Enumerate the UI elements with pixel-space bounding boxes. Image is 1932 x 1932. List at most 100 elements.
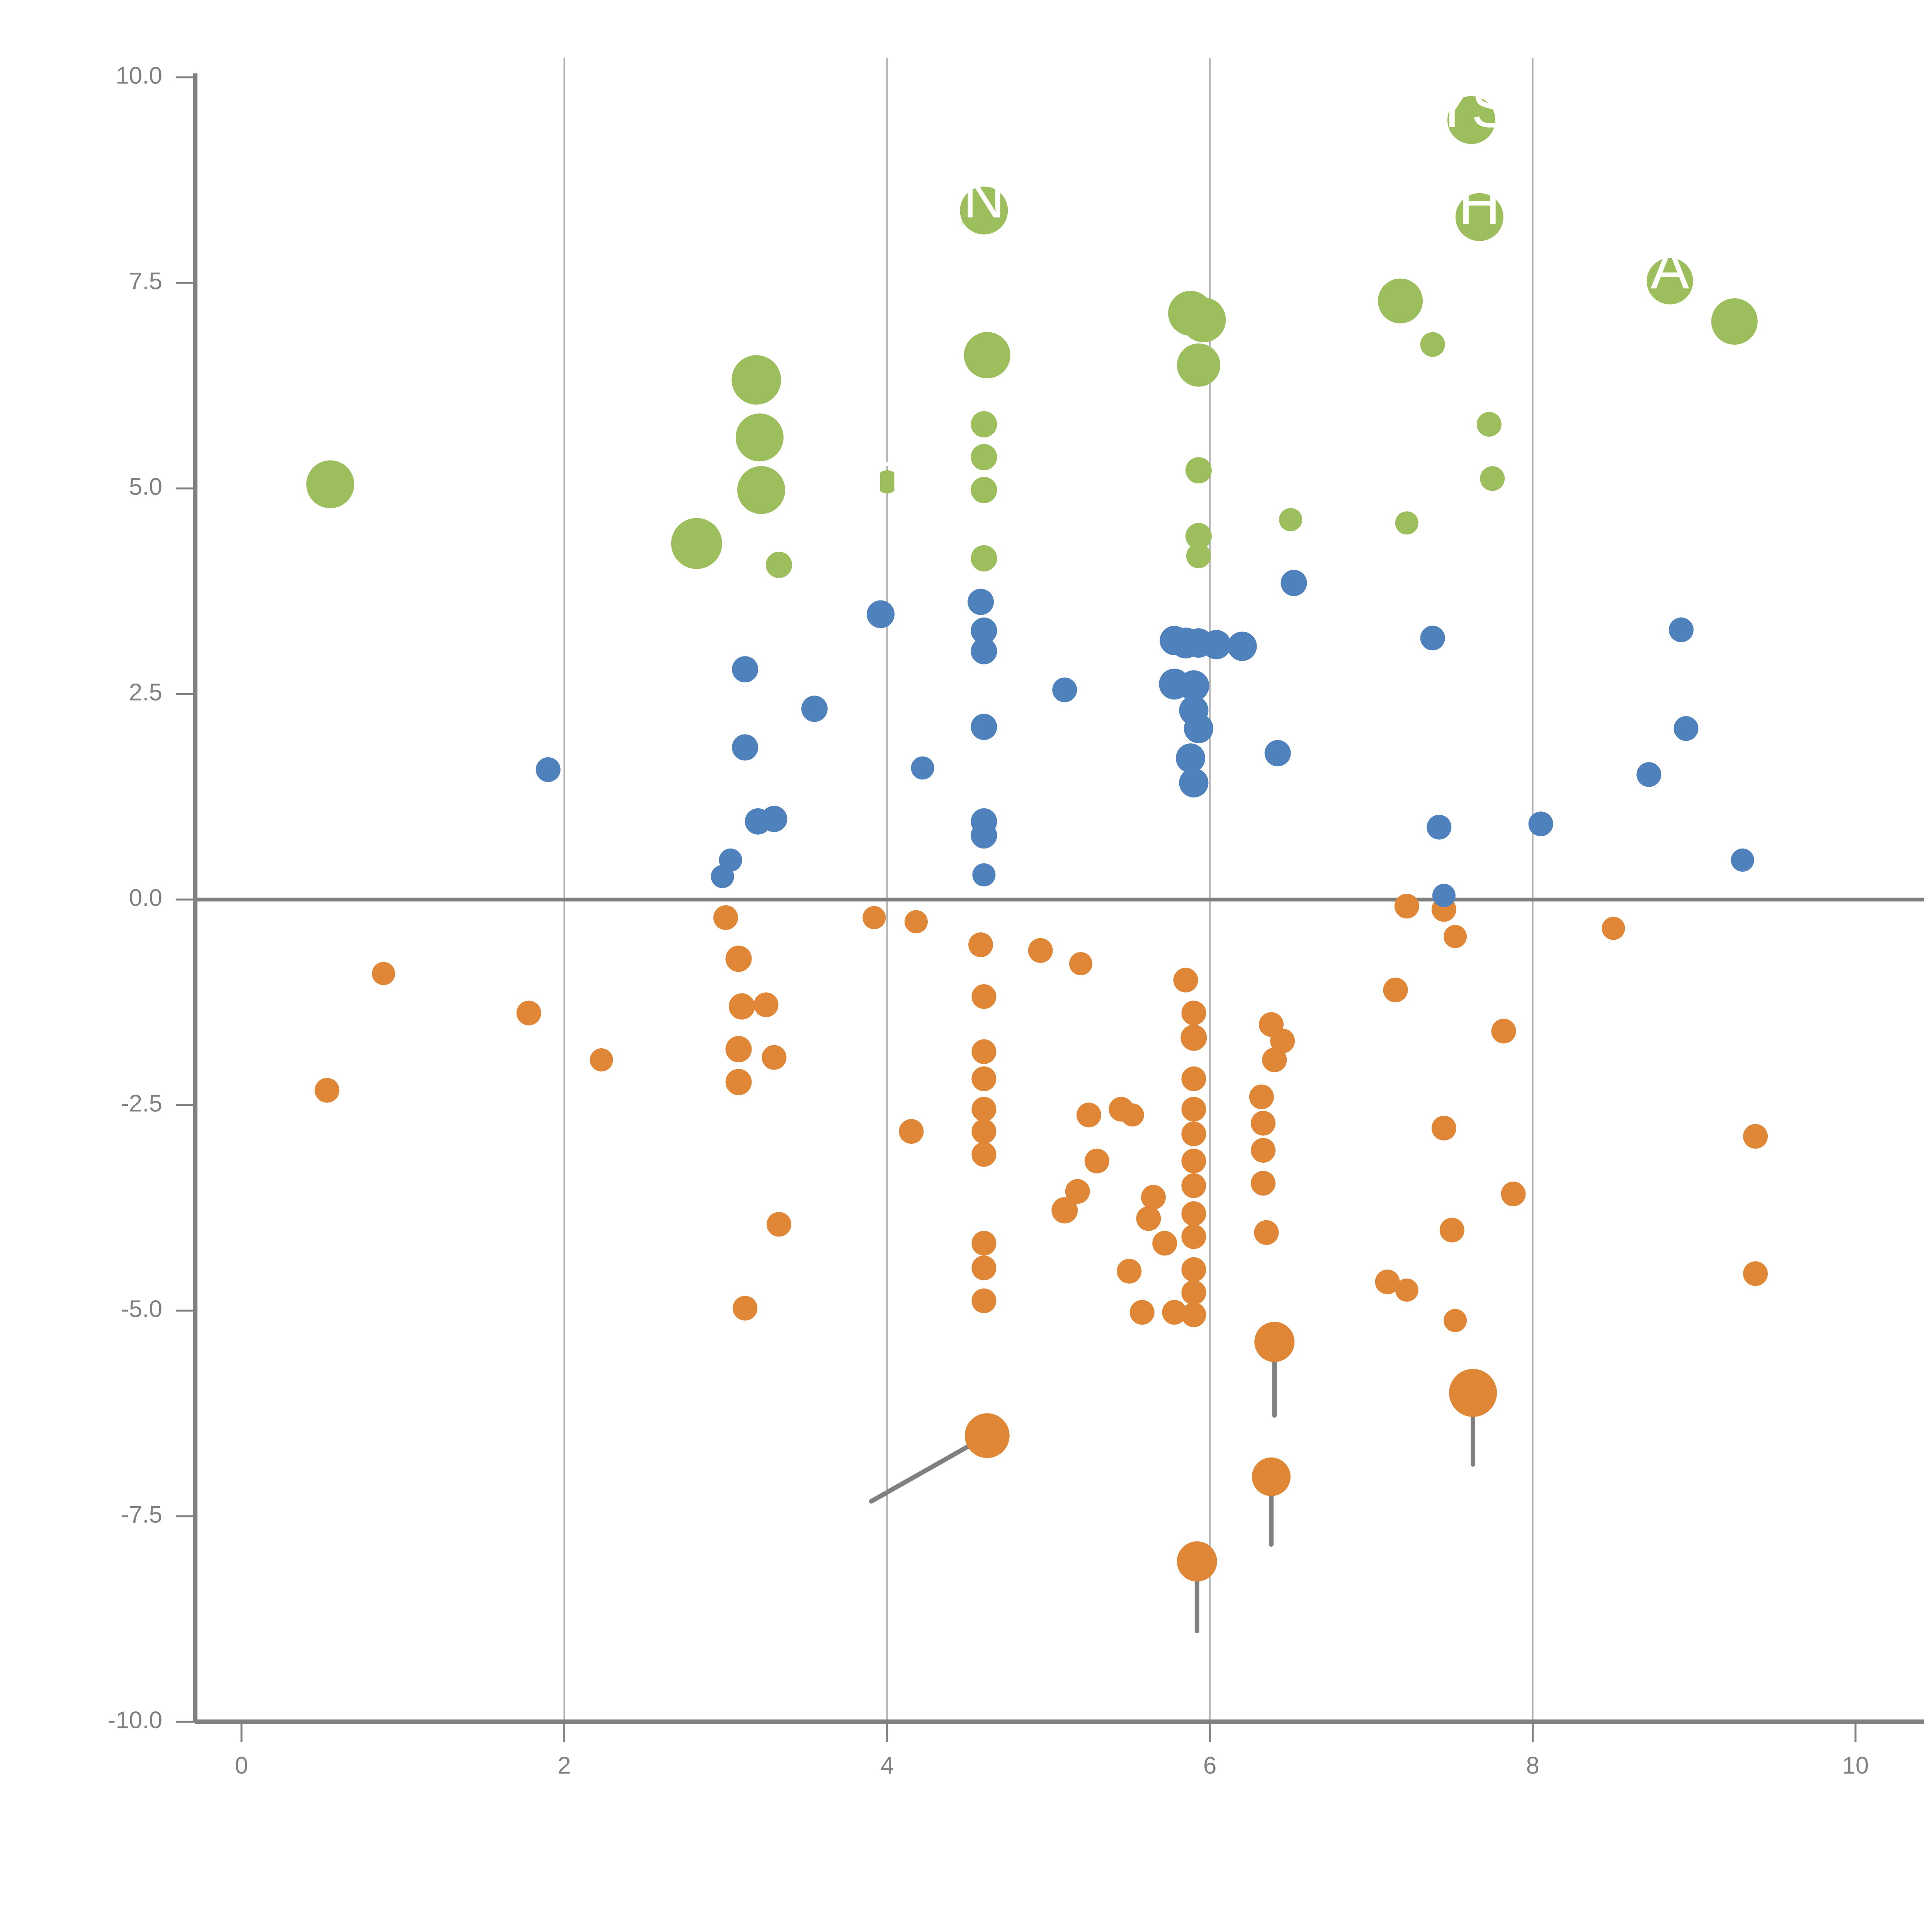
bubble-negative[interactable] — [1249, 1084, 1274, 1109]
data-point[interactable] — [1491, 1019, 1516, 1044]
bubble-negative[interactable] — [1084, 1148, 1109, 1173]
data-point[interactable] — [904, 910, 928, 934]
data-point[interactable] — [719, 848, 742, 872]
data-point[interactable] — [971, 984, 997, 1009]
data-point[interactable] — [732, 734, 759, 761]
bubble-negative[interactable] — [1491, 1019, 1516, 1044]
data-point[interactable]: H — [1455, 172, 1503, 241]
bubble-negative[interactable] — [1129, 1300, 1155, 1325]
data-point[interactable] — [1177, 343, 1220, 387]
bubble-negative[interactable] — [1501, 1181, 1526, 1206]
bubble-negative[interactable] — [971, 1039, 997, 1064]
data-point[interactable] — [1181, 1173, 1206, 1198]
data-point[interactable] — [899, 1119, 924, 1144]
bubble-positive-high[interactable] — [971, 545, 997, 571]
bubble-negative[interactable] — [725, 1069, 752, 1095]
data-point[interactable] — [1279, 508, 1303, 531]
bubble-positive-low[interactable] — [1281, 570, 1307, 596]
bubble-positive-high[interactable] — [306, 460, 354, 509]
data-point[interactable] — [862, 906, 886, 929]
data-point[interactable] — [971, 1255, 997, 1281]
data-point[interactable] — [1181, 1121, 1206, 1146]
bubble-positive-low[interactable] — [1420, 626, 1445, 651]
data-point[interactable] — [971, 411, 997, 438]
bubble-positive-high[interactable] — [875, 470, 899, 493]
data-point[interactable] — [1262, 1047, 1287, 1072]
data-point[interactable] — [971, 1066, 997, 1091]
bubble-negative[interactable] — [1181, 1121, 1206, 1146]
data-point[interactable] — [737, 466, 785, 514]
data-point[interactable] — [1181, 1000, 1206, 1026]
bubble-negative[interactable] — [590, 1048, 613, 1071]
bubble-positive-high[interactable] — [1455, 193, 1503, 241]
data-point[interactable] — [315, 1078, 340, 1103]
bubble-positive-high[interactable] — [1177, 343, 1220, 387]
bubble-negative[interactable] — [1743, 1124, 1768, 1149]
data-point[interactable] — [1249, 1084, 1274, 1109]
data-point[interactable] — [713, 905, 738, 930]
bubble-negative[interactable] — [1181, 1173, 1206, 1198]
data-point[interactable] — [971, 822, 997, 849]
data-point[interactable] — [1444, 1309, 1467, 1332]
data-point[interactable] — [1281, 570, 1307, 596]
bubble-negative[interactable] — [1254, 1321, 1295, 1362]
data-point[interactable] — [1129, 1300, 1155, 1325]
bubble-negative[interactable] — [971, 1097, 997, 1122]
bubble-negative[interactable] — [1444, 1309, 1467, 1332]
bubble-positive-high[interactable] — [1186, 543, 1211, 568]
bubble-positive-high[interactable] — [964, 332, 1010, 379]
bubble-positive-low[interactable] — [1179, 768, 1209, 798]
bubble-positive-high[interactable] — [1185, 523, 1212, 549]
bubble-positive-high[interactable] — [1646, 258, 1693, 304]
data-point[interactable] — [1173, 968, 1198, 993]
bubble-positive-low[interactable] — [761, 806, 787, 832]
bubble-negative[interactable] — [1439, 1218, 1464, 1243]
bubble-negative[interactable] — [1181, 1201, 1206, 1226]
data-point[interactable] — [971, 638, 997, 665]
bubble-negative[interactable] — [971, 1066, 997, 1091]
bubble-negative[interactable] — [971, 1231, 997, 1256]
bubble-negative[interactable] — [1181, 1148, 1206, 1173]
bubble-negative[interactable] — [753, 992, 779, 1017]
bubble-negative[interactable] — [1394, 894, 1419, 919]
data-point[interactable] — [671, 518, 722, 569]
data-point[interactable] — [1254, 1220, 1279, 1245]
bubble-positive-high[interactable] — [1181, 297, 1226, 342]
data-point[interactable] — [1181, 1201, 1206, 1226]
data-point[interactable] — [867, 600, 895, 628]
data-point[interactable] — [372, 962, 395, 985]
data-point[interactable] — [1052, 677, 1077, 702]
data-point[interactable] — [1480, 466, 1505, 491]
bubble-positive-low[interactable] — [732, 656, 759, 683]
data-point[interactable] — [725, 1036, 752, 1063]
data-point[interactable] — [725, 1069, 752, 1095]
data-point[interactable] — [733, 1296, 758, 1321]
bubble-positive-low[interactable] — [1176, 743, 1206, 773]
bubble-positive-low[interactable] — [971, 617, 997, 644]
data-point[interactable] — [1141, 1185, 1166, 1210]
data-point[interactable] — [971, 1231, 997, 1256]
data-point[interactable] — [971, 1142, 997, 1167]
bubble-negative[interactable] — [964, 1413, 1010, 1458]
data-point[interactable] — [1449, 1369, 1497, 1467]
bubble-positive-high[interactable] — [1420, 332, 1445, 357]
bubble-positive-low[interactable] — [732, 734, 759, 761]
data-point[interactable] — [1181, 1302, 1206, 1327]
data-point[interactable] — [971, 1288, 997, 1313]
bubble-positive-low[interactable] — [968, 588, 994, 615]
bubble-negative[interactable] — [733, 1296, 758, 1321]
data-point[interactable] — [1180, 1024, 1207, 1051]
bubble-negative[interactable] — [1181, 1224, 1206, 1249]
bubble-negative[interactable] — [1395, 1278, 1418, 1302]
data-point[interactable] — [1184, 714, 1213, 743]
bubble-positive-low[interactable] — [1264, 740, 1291, 767]
data-point[interactable] — [1395, 511, 1418, 535]
data-point[interactable] — [869, 1413, 1010, 1504]
data-point[interactable] — [1264, 740, 1291, 767]
data-point[interactable] — [516, 1000, 541, 1026]
data-point[interactable] — [1270, 1029, 1295, 1054]
bubble-negative[interactable] — [1444, 925, 1467, 948]
data-point[interactable] — [1636, 762, 1662, 787]
data-point[interactable] — [731, 355, 781, 405]
bubble-positive-low[interactable] — [971, 714, 997, 740]
